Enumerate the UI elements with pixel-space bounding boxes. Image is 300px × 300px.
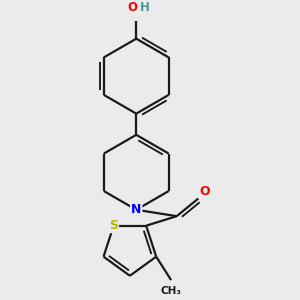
Text: S: S [109, 219, 118, 232]
Text: O: O [127, 1, 137, 13]
Text: CH₃: CH₃ [160, 286, 182, 296]
Text: O: O [199, 185, 210, 198]
Text: N: N [131, 203, 142, 216]
Text: H: H [140, 1, 150, 13]
